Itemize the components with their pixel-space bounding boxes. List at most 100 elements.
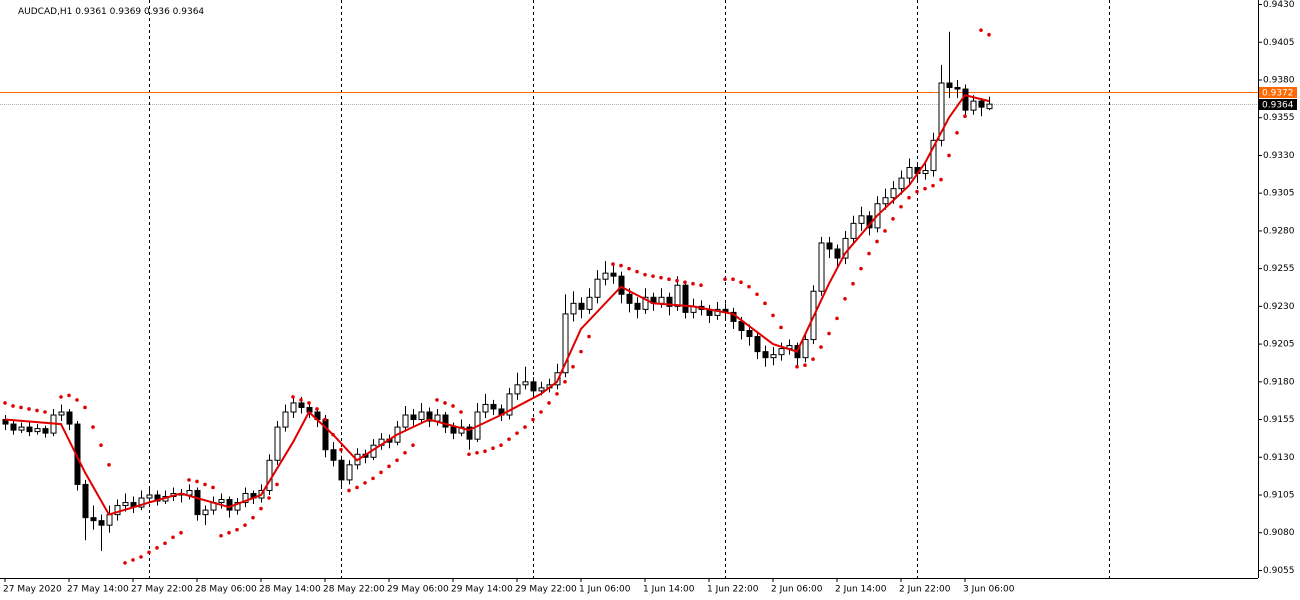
grid (0, 0, 1258, 578)
candle-body (850, 222, 857, 239)
sar-dot (435, 398, 439, 402)
candle-body (946, 82, 953, 89)
sar-dot (275, 482, 279, 487)
candle-body (898, 177, 905, 190)
candle-body (10, 423, 17, 431)
candle-body (962, 88, 969, 111)
candle-body (18, 426, 25, 431)
sar-dot (379, 470, 383, 475)
x-tick-label: 27 May 2020 (3, 585, 62, 595)
sar-dot (451, 404, 455, 408)
sar-dot (539, 410, 543, 414)
sar-dot (467, 452, 471, 457)
sar-dot (731, 277, 735, 281)
candle-body (434, 414, 441, 422)
sar-dot (811, 357, 815, 361)
sar-dot (635, 269, 639, 274)
candle-body (890, 188, 897, 199)
sar-dot (723, 277, 727, 281)
candle-body (338, 459, 345, 481)
sar-dot (755, 292, 759, 297)
sar-dot (843, 297, 847, 301)
sar-dot (459, 410, 463, 414)
y-tick-label: 0.9255 (1263, 264, 1295, 274)
sar-dot (579, 349, 583, 354)
sar-dot (347, 488, 351, 493)
candle-body (202, 509, 209, 516)
candle-body (818, 242, 825, 292)
sar-dot (235, 527, 239, 532)
candle-body (114, 505, 121, 516)
candle-body (82, 483, 89, 519)
candle-body (634, 302, 641, 310)
candle-body (826, 242, 833, 250)
sar-dot (683, 280, 687, 285)
sar-dot (299, 398, 303, 402)
candle-body (922, 170, 929, 175)
candle-body (322, 419, 329, 451)
symbol: AUDCAD,H1 (18, 7, 72, 17)
sar-dot (35, 408, 39, 413)
x-tick-label: 3 Jun 06:00 (963, 585, 1015, 595)
sar-dot (923, 186, 927, 191)
candle-body (538, 387, 545, 392)
candle-body (610, 272, 617, 277)
sar-dot (619, 263, 623, 268)
x-tick-label: 2 Jun 06:00 (771, 585, 823, 595)
candle-body (514, 384, 521, 395)
sar-dot (323, 417, 327, 422)
sar-dot (739, 280, 743, 285)
price-label: 0.9364 (1262, 101, 1294, 111)
sar-dot (11, 404, 15, 408)
sar-dot (27, 407, 31, 411)
y-tick-label: 0.9330 (1263, 151, 1295, 161)
sar-dot (611, 262, 615, 266)
sar-dot (875, 239, 879, 244)
candle-body (586, 296, 593, 310)
high: 0.9369 (110, 7, 142, 17)
candle-body (482, 403, 489, 413)
sar-dot (243, 523, 247, 527)
candle-body (746, 330, 753, 338)
sar-dot (779, 325, 783, 330)
candle-body (522, 381, 529, 386)
candle-body (242, 492, 249, 504)
y-tick-label: 0.9355 (1263, 113, 1295, 123)
sar-dot (883, 229, 887, 233)
sar-dot (483, 449, 487, 454)
candle-body (938, 82, 945, 141)
sar-dot (547, 401, 551, 405)
candle-body (234, 502, 241, 511)
sar-dot (211, 485, 215, 490)
moving-average (4, 93, 990, 516)
sar-dot (667, 277, 671, 281)
candle-body (274, 426, 281, 461)
sar-dot (403, 450, 407, 455)
candle-body (450, 426, 457, 434)
candle-body (754, 336, 761, 353)
sar-dot (851, 281, 855, 286)
sar-dot (179, 530, 183, 535)
x-tick-label: 28 May 14:00 (259, 585, 321, 595)
candle-body (858, 215, 865, 224)
candle-body (658, 296, 665, 304)
sar-dot (395, 458, 399, 463)
x-tick-label: 29 May 22:00 (515, 585, 577, 595)
sar-dot (203, 482, 207, 487)
sar-dot (195, 479, 199, 484)
sar-dot (163, 541, 167, 546)
sar-dot (819, 345, 823, 349)
sar-dot (443, 401, 447, 405)
sar-dot (171, 535, 175, 540)
sar-dot (899, 204, 903, 209)
sar-dot (3, 401, 7, 405)
sar-dot (867, 251, 871, 256)
candle-body (90, 517, 97, 522)
chart-header: AUDCAD,H1 0.9361 0.9369 0.936 0.9364 (18, 7, 204, 17)
x-tick-label: 1 Jun 22:00 (707, 585, 759, 595)
sar-dot (987, 32, 991, 37)
candle-body (266, 459, 273, 491)
x-tick-label: 27 May 22:00 (131, 585, 193, 595)
sar-dot (99, 443, 103, 447)
